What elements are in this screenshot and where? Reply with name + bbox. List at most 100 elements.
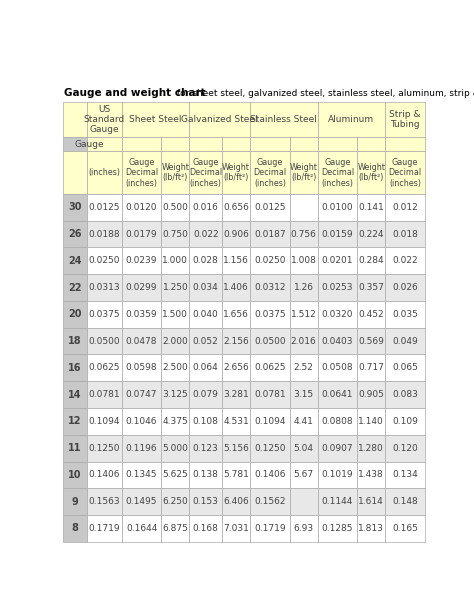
Bar <box>161 515 189 542</box>
Text: 0.0120: 0.0120 <box>126 203 157 212</box>
Bar <box>318 462 357 489</box>
Text: 0.0907: 0.0907 <box>322 444 353 452</box>
Text: Weight
(lb/ft²): Weight (lb/ft²) <box>290 163 318 183</box>
Text: 0.1719: 0.1719 <box>254 524 286 533</box>
Text: 2.000: 2.000 <box>163 337 188 346</box>
Bar <box>222 137 250 151</box>
Bar <box>189 435 222 462</box>
Text: 0.079: 0.079 <box>193 390 219 399</box>
Bar <box>222 328 250 354</box>
Bar <box>63 151 87 194</box>
Bar <box>357 328 385 354</box>
Bar <box>222 274 250 301</box>
Text: 0.756: 0.756 <box>291 229 317 238</box>
Bar <box>122 408 161 435</box>
Bar <box>290 328 318 354</box>
Text: 0.0598: 0.0598 <box>126 364 157 372</box>
Bar <box>222 408 250 435</box>
Bar <box>63 515 87 542</box>
Text: Weight
(lb/ft²): Weight (lb/ft²) <box>162 163 189 183</box>
Bar <box>63 301 87 328</box>
Text: 1.438: 1.438 <box>358 470 384 479</box>
Bar <box>290 301 318 328</box>
Text: 0.0100: 0.0100 <box>322 203 353 212</box>
Bar <box>189 381 222 408</box>
Text: 0.0808: 0.0808 <box>322 417 353 426</box>
Text: 6.93: 6.93 <box>293 524 314 533</box>
Text: 0.026: 0.026 <box>392 283 418 292</box>
Bar <box>357 274 385 301</box>
Bar <box>122 328 161 354</box>
Bar <box>222 248 250 274</box>
Text: 0.0125: 0.0125 <box>254 203 286 212</box>
Bar <box>357 221 385 248</box>
Bar <box>385 515 425 542</box>
Text: 1.26: 1.26 <box>294 283 314 292</box>
Text: Weight
(lb/ft²): Weight (lb/ft²) <box>222 163 250 183</box>
Bar <box>222 381 250 408</box>
Text: 1.512: 1.512 <box>291 310 317 319</box>
Bar <box>357 194 385 221</box>
Text: 26: 26 <box>68 229 82 239</box>
Bar <box>250 462 290 489</box>
Text: 0.656: 0.656 <box>223 203 249 212</box>
Bar <box>290 137 318 151</box>
Text: 0.123: 0.123 <box>193 444 219 452</box>
Text: 2.500: 2.500 <box>163 364 188 372</box>
Bar <box>290 408 318 435</box>
Text: 1.813: 1.813 <box>358 524 384 533</box>
Text: 0.0500: 0.0500 <box>254 337 286 346</box>
Text: Gauge: Gauge <box>75 140 105 149</box>
Bar <box>63 248 87 274</box>
Text: 0.0201: 0.0201 <box>322 256 353 265</box>
Text: 0.040: 0.040 <box>193 310 219 319</box>
Bar <box>250 489 290 515</box>
Bar <box>318 102 385 137</box>
Text: 9: 9 <box>72 497 78 507</box>
Bar <box>63 354 87 381</box>
Bar <box>63 328 87 354</box>
Text: Gauge
Decimal
(inches): Gauge Decimal (inches) <box>253 158 286 188</box>
Bar <box>161 221 189 248</box>
Text: 0.1406: 0.1406 <box>89 470 120 479</box>
Bar <box>222 354 250 381</box>
Text: 0.0253: 0.0253 <box>322 283 353 292</box>
Text: 0.1406: 0.1406 <box>254 470 286 479</box>
Bar <box>385 489 425 515</box>
Text: 0.120: 0.120 <box>392 444 418 452</box>
Text: 0.0747: 0.0747 <box>126 390 157 399</box>
Bar <box>357 381 385 408</box>
Bar <box>385 248 425 274</box>
Bar <box>189 489 222 515</box>
Bar <box>290 354 318 381</box>
Text: 5.781: 5.781 <box>223 470 249 479</box>
Text: 0.1094: 0.1094 <box>89 417 120 426</box>
Bar <box>357 408 385 435</box>
Text: 0.138: 0.138 <box>193 470 219 479</box>
Bar <box>250 137 290 151</box>
Text: 0.012: 0.012 <box>392 203 418 212</box>
Bar <box>63 462 87 489</box>
Text: Weight
(lb/ft²): Weight (lb/ft²) <box>357 163 385 183</box>
Bar <box>87 328 122 354</box>
Bar <box>87 381 122 408</box>
Text: 14: 14 <box>68 390 82 400</box>
Text: 30: 30 <box>68 202 82 212</box>
Bar <box>250 515 290 542</box>
Bar <box>385 137 425 151</box>
Text: 0.1144: 0.1144 <box>322 497 353 506</box>
Bar <box>318 408 357 435</box>
Bar <box>222 462 250 489</box>
Bar <box>63 102 87 137</box>
Text: 0.357: 0.357 <box>358 283 384 292</box>
Text: 4.41: 4.41 <box>294 417 314 426</box>
Text: 0.0500: 0.0500 <box>89 337 120 346</box>
Bar <box>250 102 318 137</box>
Text: 0.022: 0.022 <box>193 229 219 238</box>
Text: 0.134: 0.134 <box>392 470 418 479</box>
Text: 0.284: 0.284 <box>358 256 384 265</box>
Bar <box>161 408 189 435</box>
Bar <box>250 301 290 328</box>
Bar <box>318 151 357 194</box>
Text: 1.656: 1.656 <box>223 310 249 319</box>
